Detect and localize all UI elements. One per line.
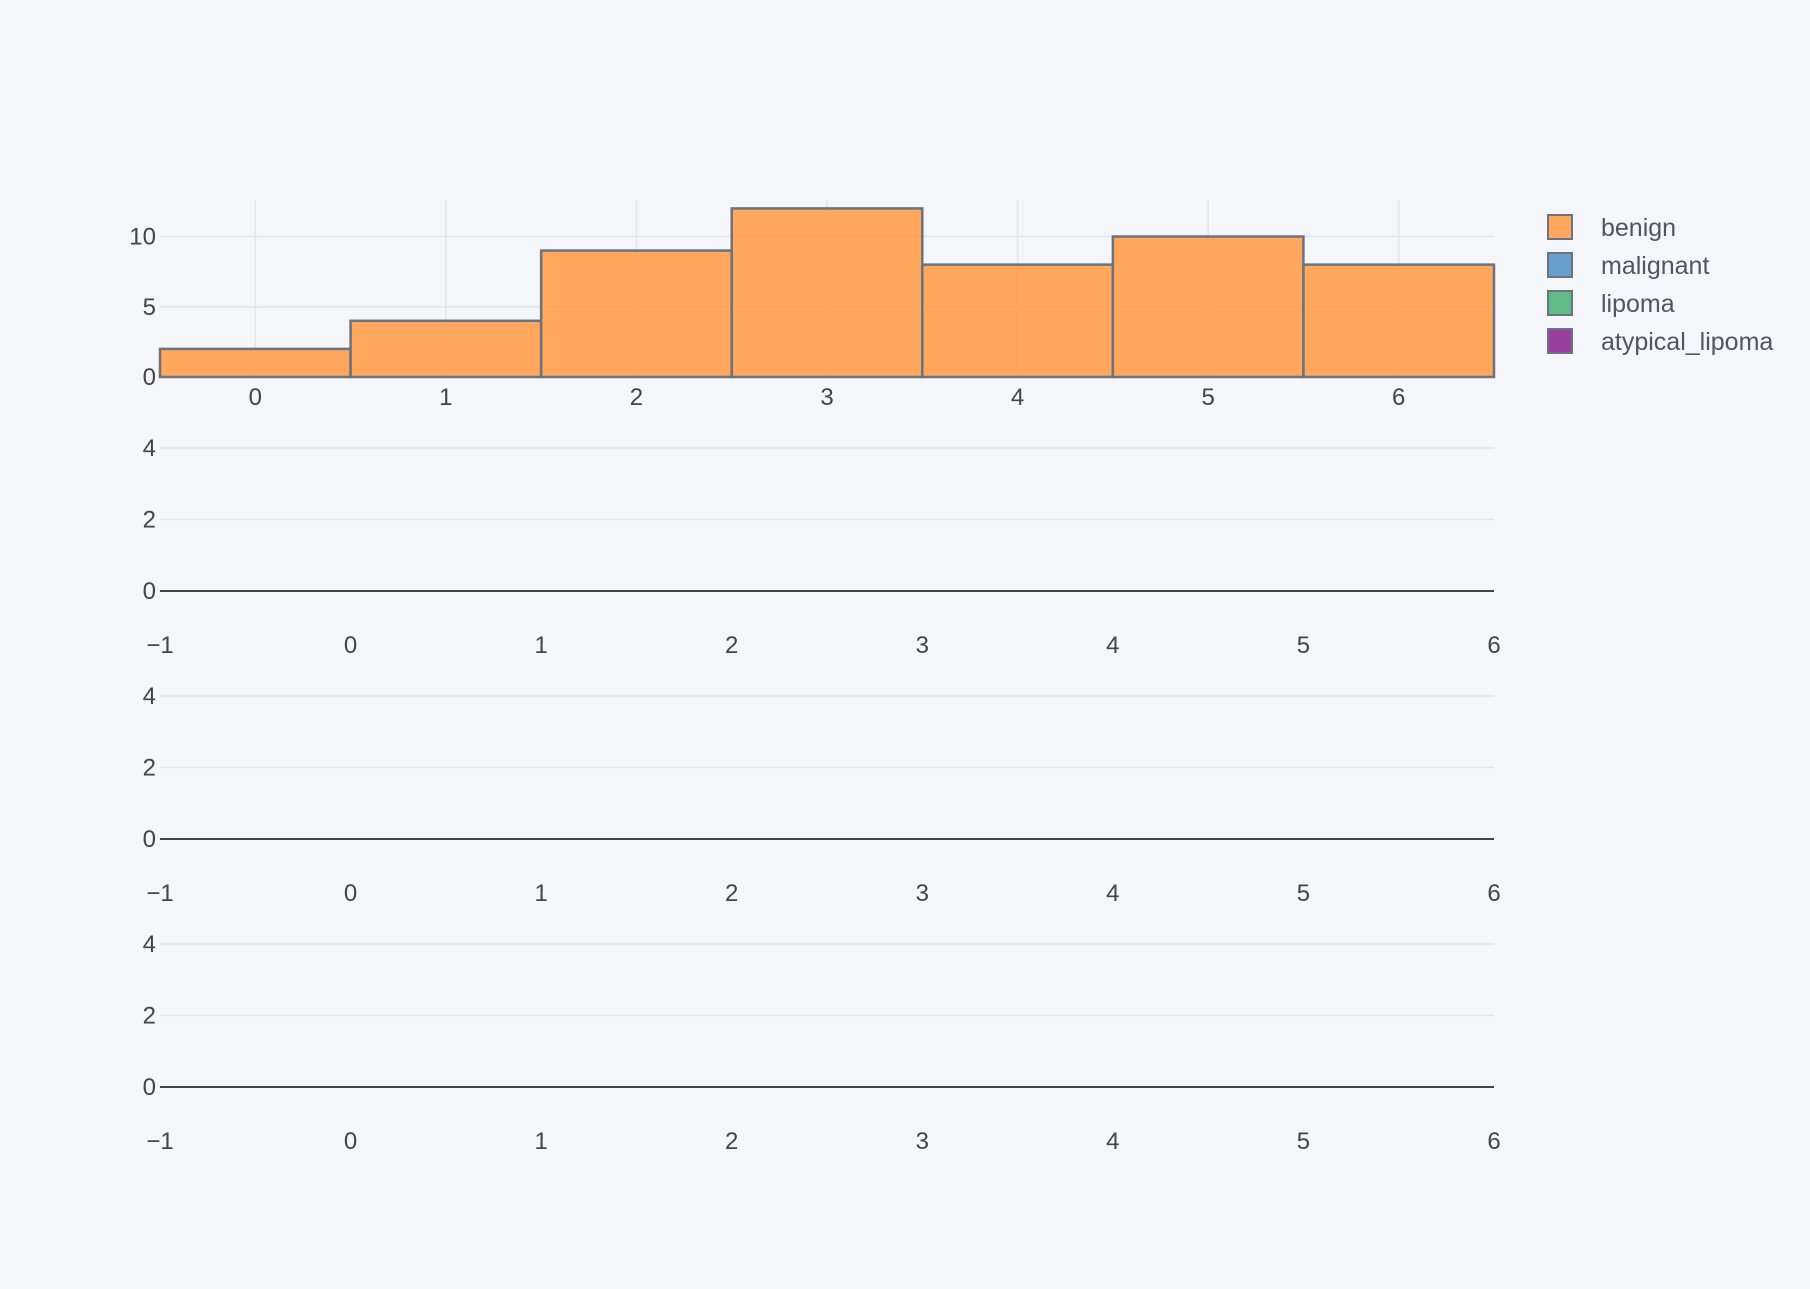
x-tick-label: −1 [146, 632, 173, 659]
subplot-3: 0 2 4 −1 0 1 2 3 4 5 6 [143, 683, 1501, 907]
x-tick-label: 3 [916, 880, 929, 907]
x-tick-label: 5 [1297, 1128, 1310, 1155]
x-tick-label: −1 [146, 1128, 173, 1155]
legend-swatch [1547, 290, 1573, 316]
legend-label: atypical_lipoma [1601, 328, 1773, 356]
bar-benign-2 [539, 249, 733, 379]
x-tick-label: 1 [534, 632, 547, 659]
x-tick-label: 0 [249, 384, 262, 411]
x-tick-label: 5 [1201, 384, 1214, 411]
x-tick-label: 4 [1011, 384, 1024, 411]
subplot-1: 0 5 10 0 1 2 3 4 5 6 [129, 200, 1496, 411]
legend-swatch [1547, 214, 1573, 240]
y-tick-label: 2 [143, 507, 156, 534]
y-tick-label: 10 [129, 224, 156, 251]
legend-label: malignant [1601, 252, 1709, 280]
y-tick-label: 0 [143, 1074, 156, 1101]
y-tick-label: 2 [143, 1003, 156, 1030]
x-tick-label: −1 [146, 880, 173, 907]
x-tick-label: 0 [344, 632, 357, 659]
x-tick-label: 5 [1297, 632, 1310, 659]
x-tick-label: 2 [725, 632, 738, 659]
x-tick-label: 4 [1106, 880, 1119, 907]
x-tick-label: 2 [725, 1128, 738, 1155]
y-tick-label: 4 [143, 435, 156, 462]
legend: benign malignant lipoma atypical_lipoma [1547, 214, 1773, 356]
x-tick-label: 4 [1106, 1128, 1119, 1155]
x-tick-label: 1 [534, 880, 547, 907]
subplot-4: 0 2 4 −1 0 1 2 3 4 5 6 [143, 931, 1501, 1155]
bar-benign-5 [1111, 235, 1305, 379]
x-tick-label: 2 [630, 384, 643, 411]
x-tick-label: 4 [1106, 632, 1119, 659]
legend-swatch [1547, 328, 1573, 354]
x-tick-label: 3 [820, 384, 833, 411]
legend-swatch [1547, 252, 1573, 278]
x-tick-label: 0 [344, 880, 357, 907]
bar-benign-4 [921, 263, 1115, 379]
legend-item-atypical_lipoma[interactable]: atypical_lipoma [1547, 328, 1773, 356]
x-tick-label: 1 [534, 1128, 547, 1155]
y-tick-label: 0 [143, 364, 156, 391]
legend-item-malignant[interactable]: malignant [1547, 252, 1709, 280]
legend-item-benign[interactable]: benign [1547, 214, 1676, 242]
y-tick-label: 4 [143, 931, 156, 958]
x-tick-label: 6 [1487, 632, 1500, 659]
x-tick-label: 3 [916, 1128, 929, 1155]
y-tick-label: 5 [143, 294, 156, 321]
x-tick-label: 6 [1392, 384, 1405, 411]
bar-benign-0 [158, 347, 352, 379]
y-tick-label: 0 [143, 826, 156, 853]
legend-label: lipoma [1601, 290, 1675, 318]
subplot-2: 0 2 4 −1 0 1 2 3 4 5 6 [143, 435, 1501, 659]
y-tick-label: 2 [143, 755, 156, 782]
bar-benign-3 [730, 207, 924, 379]
x-tick-label: 6 [1487, 1128, 1500, 1155]
bar-benign-1 [349, 319, 543, 379]
x-tick-label: 0 [344, 1128, 357, 1155]
x-tick-label: 1 [439, 384, 452, 411]
bar-benign-6 [1302, 263, 1496, 379]
y-tick-label: 4 [143, 683, 156, 710]
x-tick-label: 6 [1487, 880, 1500, 907]
legend-item-lipoma[interactable]: lipoma [1547, 290, 1675, 318]
x-tick-label: 2 [725, 880, 738, 907]
y-tick-label: 0 [143, 578, 156, 605]
x-tick-label: 3 [916, 632, 929, 659]
legend-label: benign [1601, 214, 1676, 242]
x-tick-label: 5 [1297, 880, 1310, 907]
